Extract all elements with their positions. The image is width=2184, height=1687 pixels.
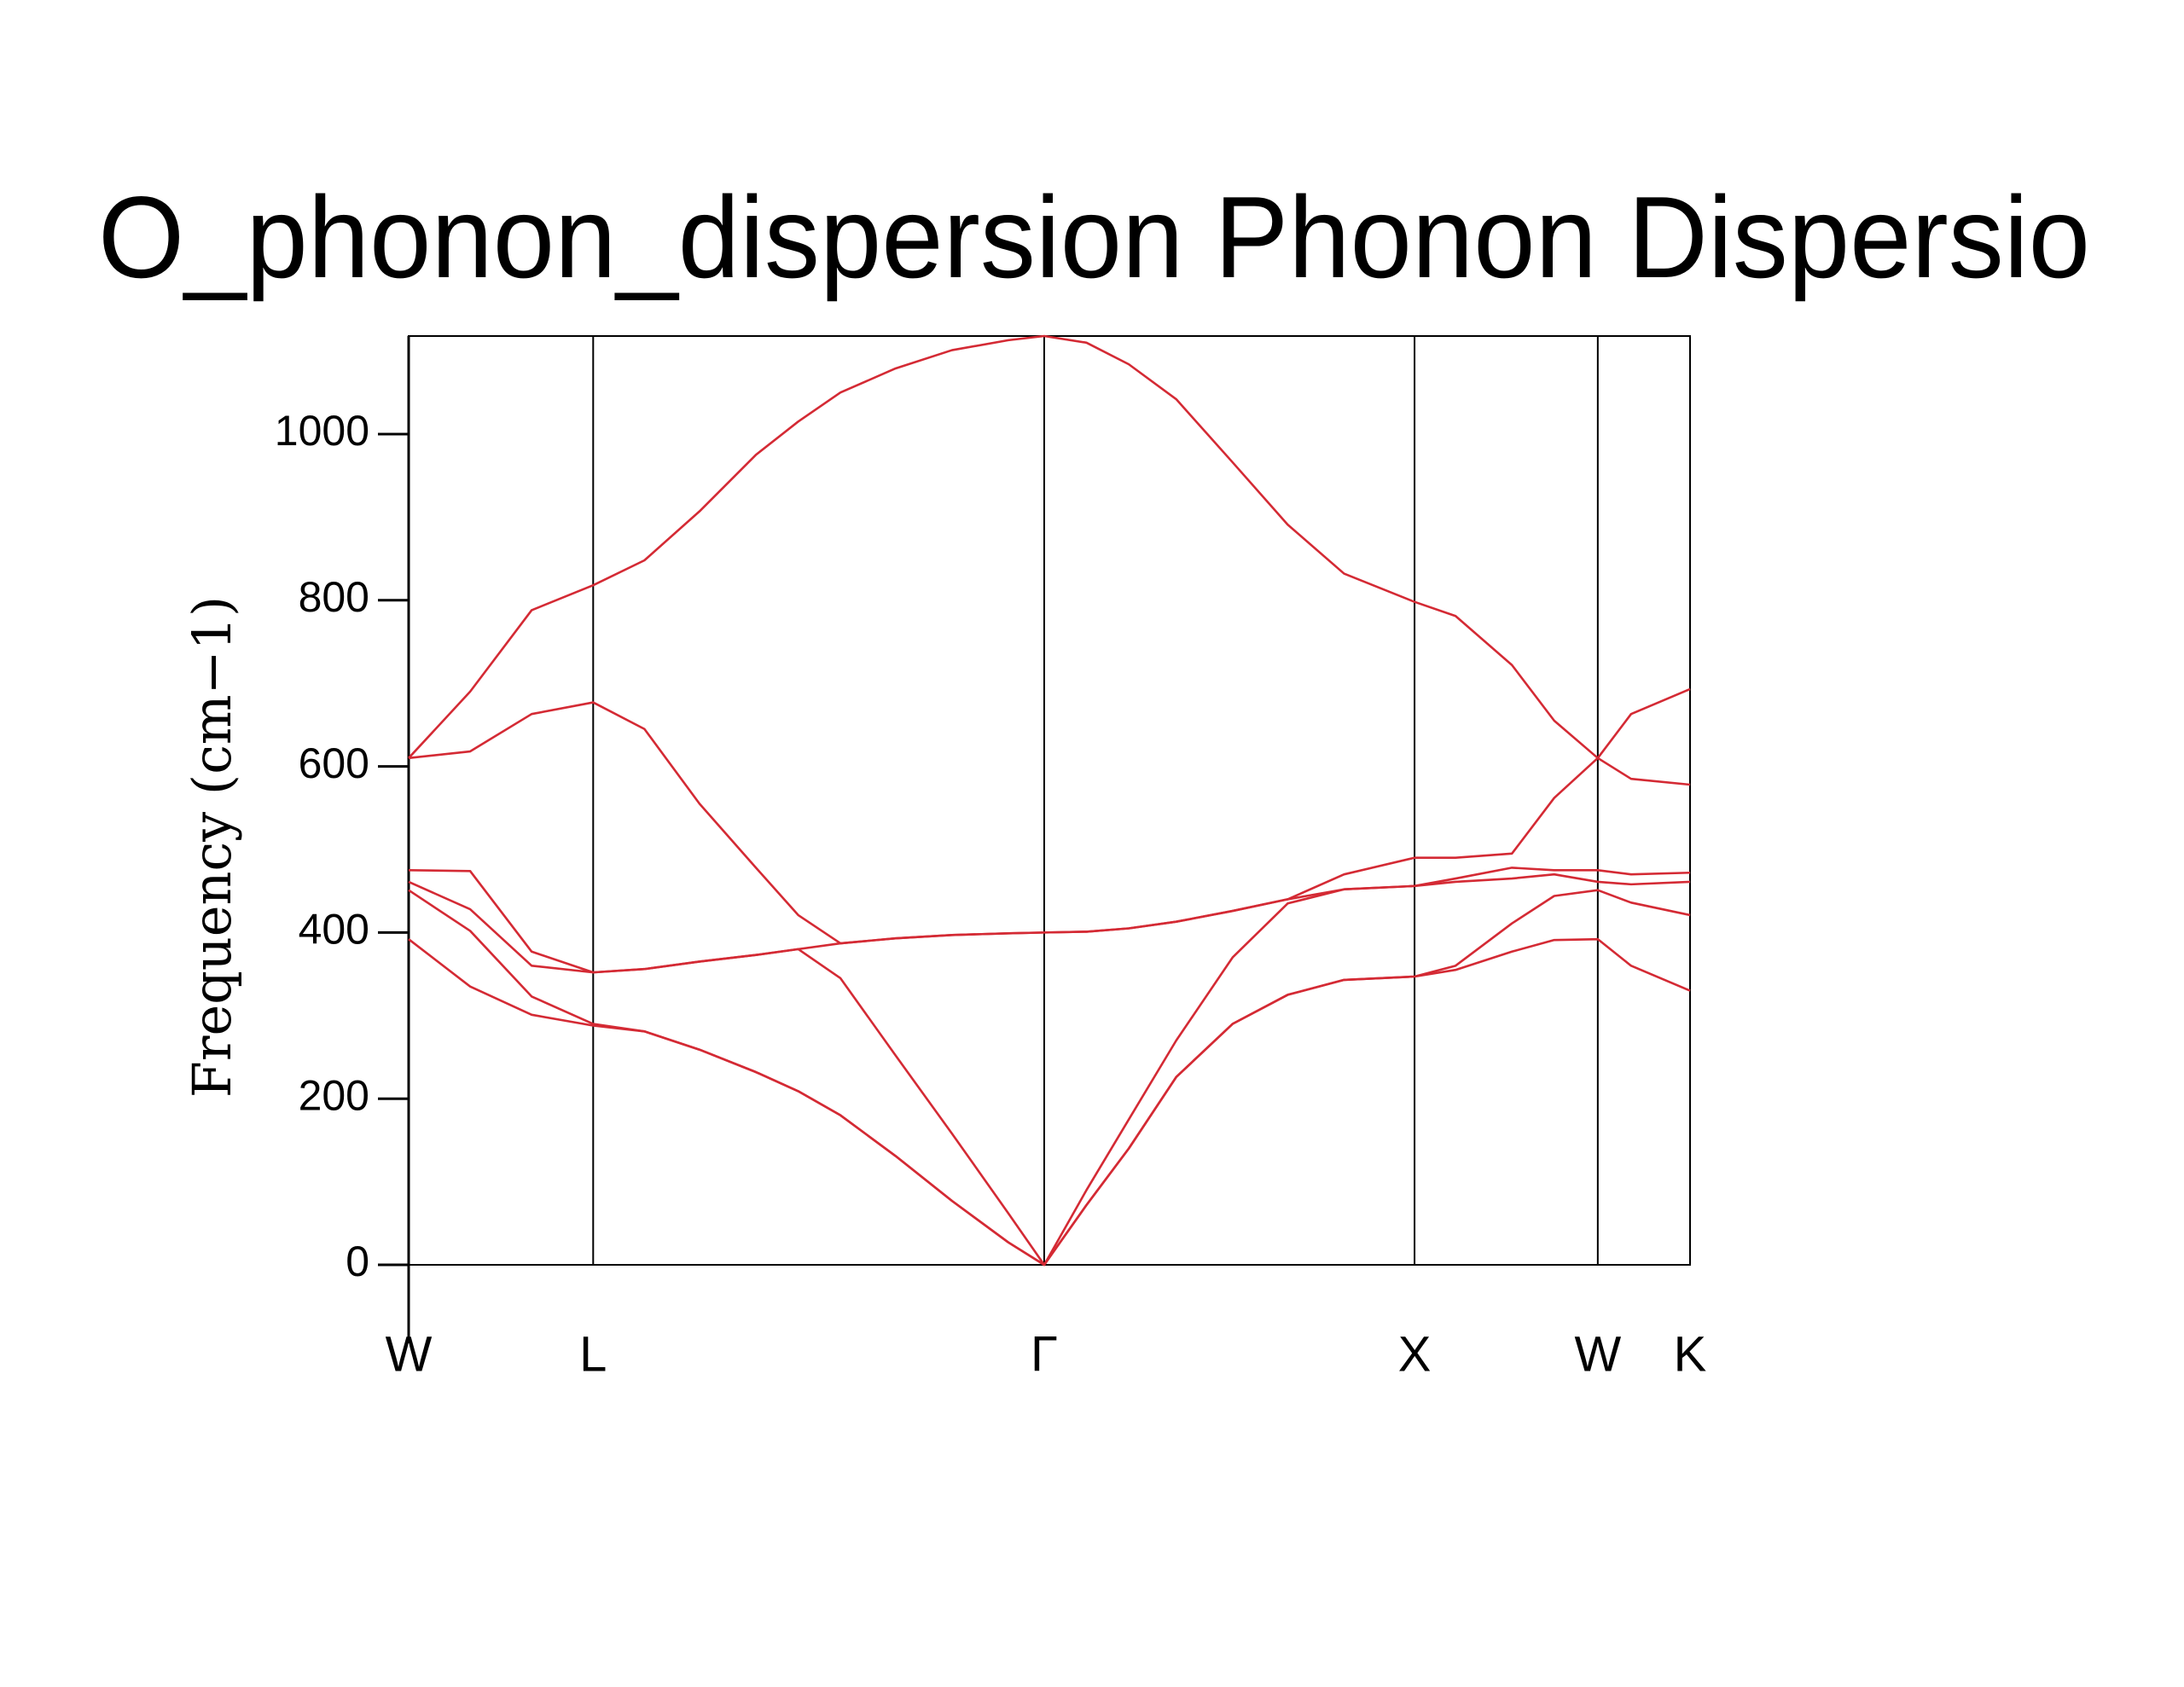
y-tick-label: 0 [346,1238,369,1285]
band-line [408,889,1691,1267]
x-tick-label: Γ [1031,1326,1058,1382]
y-axis-label: Frequency (cm−1) [181,596,243,1098]
x-tick-label: K [1674,1326,1707,1382]
x-tick-label: L [579,1326,607,1382]
x-tick-label: W [386,1326,433,1382]
plot-frame [408,335,1691,1266]
chart-title: O_phonon_dispersion Phonon Dispersio [98,172,2090,302]
band-line [408,334,1691,760]
y-tick-label: 800 [299,573,369,621]
band-line [408,937,1691,1267]
x-tick-label: X [1398,1326,1432,1382]
y-tick-label: 400 [299,906,369,954]
y-tick-label: 1000 [275,407,369,455]
x-tick-label: W [1574,1326,1621,1382]
y-tick-label: 200 [299,1071,369,1119]
band-line [408,701,1691,945]
band-line [408,872,1691,1267]
y-tick-label: 600 [299,739,369,787]
